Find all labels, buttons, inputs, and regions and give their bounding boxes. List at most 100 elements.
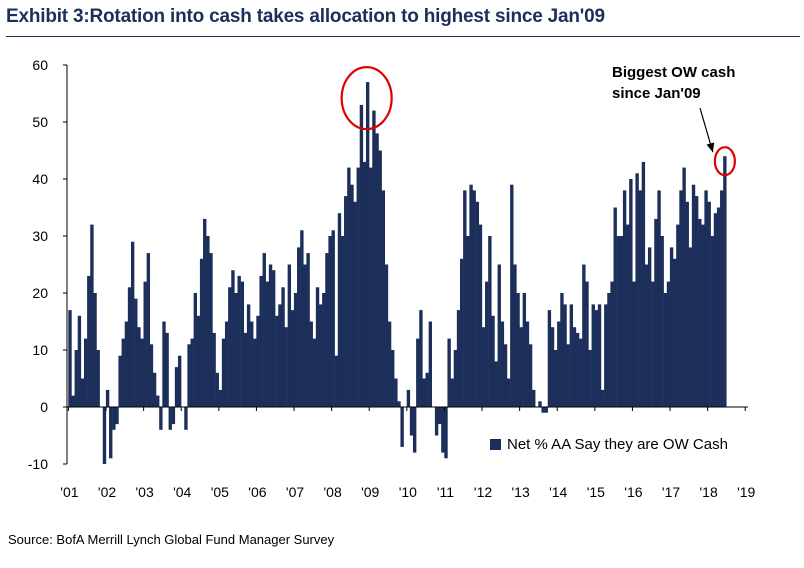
bar — [121, 338, 125, 407]
bar — [177, 355, 182, 407]
bar — [663, 293, 668, 407]
bar — [610, 281, 614, 407]
bar — [387, 321, 392, 407]
bar — [469, 184, 473, 407]
y-tick-label: 30 — [32, 228, 48, 244]
bar — [234, 293, 238, 407]
bar — [199, 258, 204, 407]
bar — [224, 321, 229, 407]
bar — [400, 407, 404, 447]
legend-label: Net % AA Say they are OW Cash — [507, 436, 728, 453]
bar — [328, 236, 332, 407]
bar — [660, 236, 664, 407]
bar — [441, 407, 445, 453]
bar — [130, 241, 135, 407]
bar — [90, 224, 94, 407]
bar — [591, 304, 595, 407]
bar — [594, 310, 599, 407]
bar — [112, 407, 116, 430]
bar — [174, 367, 179, 407]
bar — [500, 321, 505, 407]
annotation-line-2: since Jan'09 — [612, 85, 701, 102]
bar — [466, 236, 470, 407]
x-axis-tick-labels: '01 '02 '03 '04 '05 '06 '07 '08 '09 '10 '11 '12 '13 '… — [60, 484, 755, 500]
x-tick-label: '17 — [662, 484, 680, 500]
y-tick-label: 0 — [40, 399, 48, 415]
bar — [716, 207, 721, 407]
bar — [475, 201, 480, 407]
bar — [447, 338, 451, 407]
bar — [560, 293, 564, 407]
bar — [541, 407, 545, 413]
bar — [510, 184, 514, 407]
x-tick-label: '16 — [624, 484, 642, 500]
bar — [309, 321, 313, 407]
bar — [134, 298, 138, 407]
bar — [115, 407, 119, 425]
bar — [168, 407, 172, 430]
bar — [231, 270, 235, 407]
bar — [669, 247, 674, 407]
bar — [563, 304, 567, 407]
bar — [406, 389, 411, 407]
bar — [682, 167, 686, 407]
x-tick-label: '06 — [248, 484, 266, 500]
bar — [290, 310, 295, 407]
bar — [651, 281, 655, 407]
bar — [503, 344, 508, 407]
bar — [673, 258, 677, 407]
bar — [513, 264, 517, 407]
bar — [124, 321, 129, 407]
bar — [384, 264, 389, 407]
bar — [203, 218, 207, 407]
bar — [372, 110, 376, 407]
x-tick-label: '10 — [399, 484, 417, 500]
bar — [679, 190, 683, 407]
bar — [156, 395, 160, 407]
bar — [127, 287, 132, 407]
bar — [215, 372, 219, 407]
bars-group — [68, 82, 727, 464]
bar — [196, 315, 201, 407]
bar — [647, 247, 652, 407]
bar — [491, 315, 495, 407]
y-axis-tick-labels: -10 0 10 20 30 40 50 60 — [28, 57, 48, 472]
bar — [644, 264, 649, 407]
bar — [494, 361, 498, 407]
bar — [246, 304, 251, 407]
bar — [704, 190, 708, 407]
bar — [419, 310, 423, 407]
bar — [212, 332, 216, 407]
x-tick-label: '03 — [136, 484, 154, 500]
bar — [544, 407, 548, 413]
bar — [381, 190, 386, 407]
bar — [344, 196, 348, 407]
bar — [613, 207, 617, 407]
bar — [547, 310, 552, 407]
bar — [497, 264, 501, 407]
bar — [553, 350, 558, 407]
bar — [641, 161, 646, 407]
latest-highlight-circle — [713, 146, 736, 177]
bar — [463, 190, 467, 407]
bar — [190, 338, 194, 407]
bar — [359, 104, 364, 408]
bar — [83, 338, 88, 407]
bar — [68, 310, 72, 407]
bar — [306, 253, 310, 407]
bar — [528, 344, 533, 407]
bar — [569, 304, 574, 407]
bar — [77, 315, 82, 407]
legend: Net % AA Say they are OW Cash — [490, 436, 728, 453]
bar — [485, 281, 489, 407]
bar — [337, 213, 342, 407]
bar — [159, 407, 163, 430]
bar — [478, 224, 483, 407]
bar — [278, 304, 282, 407]
bar — [710, 236, 715, 407]
bar — [250, 321, 254, 407]
bar — [265, 281, 270, 407]
x-tick-label: '04 — [173, 484, 191, 500]
bar — [629, 179, 633, 407]
bar — [378, 150, 382, 407]
